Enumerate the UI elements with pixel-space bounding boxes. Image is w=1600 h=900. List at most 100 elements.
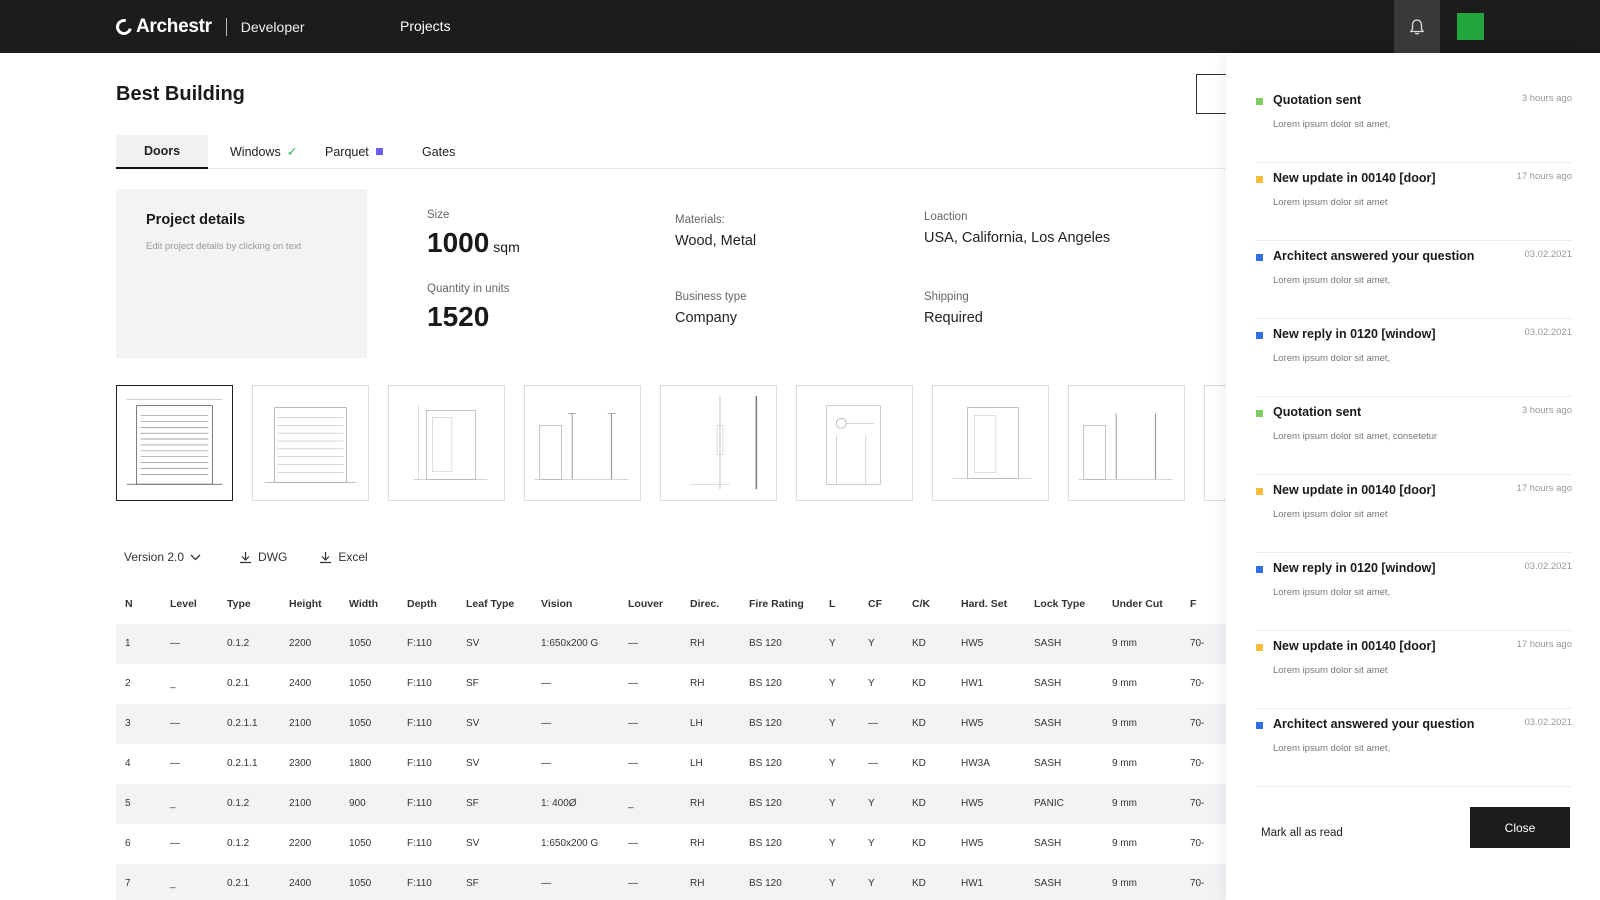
table-cell: 70-	[1190, 838, 1205, 849]
table-cell: Y	[829, 718, 836, 729]
brand-logo[interactable]: Archestr Developer	[113, 15, 305, 39]
table-cell: 0.1.2	[227, 638, 250, 649]
notification-time: 03.02.2021	[1524, 717, 1572, 728]
tab-windows[interactable]: Windows ✓	[230, 135, 298, 168]
drawing-thumbnail[interactable]	[116, 385, 233, 501]
drawing-thumbnail[interactable]	[796, 385, 913, 501]
quantity-field[interactable]: Quantity in units 1520	[427, 283, 509, 333]
status-dot-icon	[1256, 644, 1263, 651]
table-row[interactable]: 5 _ 0.1.2 2100 900 F:110 SF 1: 400Ø _ RH BS 120 Y Y K…	[116, 784, 1226, 824]
size-field[interactable]: Size 1000 sqm	[427, 209, 520, 259]
door-elevation-drawing-icon	[413, 405, 488, 480]
table-row[interactable]: 7 _ 0.2.1 2400 1050 F:110 SF — — RH BS 120 Y Y KD HW1 S…	[116, 864, 1226, 900]
notifications-button[interactable]	[1394, 0, 1440, 53]
close-button[interactable]: Close	[1470, 807, 1570, 848]
drawing-thumbnail[interactable]	[660, 385, 777, 501]
nav-projects-link[interactable]: Projects	[400, 18, 451, 34]
tab-doors[interactable]: Doors	[116, 135, 208, 169]
table-cell: HW1	[961, 878, 984, 889]
notification-item[interactable]: New update in 00140 [door] 17 hours ago Lo…	[1256, 473, 1572, 553]
avatar[interactable]	[1457, 13, 1484, 40]
download-excel-label: Excel	[338, 550, 368, 564]
notification-time: 3 hours ago	[1521, 93, 1572, 104]
column-header[interactable]: N	[125, 598, 133, 610]
table-cell: 2400	[289, 678, 312, 689]
table-cell: HW5	[961, 838, 984, 849]
tab-parquet[interactable]: Parquet	[325, 135, 383, 168]
category-tabs: Doors Windows ✓ Parquet Gates	[116, 135, 1226, 169]
download-dwg-button[interactable]: DWG	[239, 550, 287, 564]
notification-item[interactable]: Quotation sent 3 hours ago Lorem ipsum dol…	[1256, 395, 1572, 475]
table-cell: 2300	[289, 758, 312, 769]
table-cell: BS 120	[749, 878, 782, 889]
download-excel-button[interactable]: Excel	[319, 550, 368, 564]
top-bar: Archestr Developer Projects	[0, 0, 1600, 53]
table-cell: F:110	[407, 678, 432, 689]
mark-all-read-button[interactable]: Mark all as read	[1261, 827, 1343, 839]
table-cell: 0.1.2	[227, 838, 250, 849]
column-header[interactable]: Lock Type	[1034, 598, 1086, 610]
notification-item[interactable]: Architect answered your question 03.02.20…	[1256, 239, 1572, 319]
table-cell: 0.2.1.1	[227, 758, 258, 769]
column-header[interactable]: C/K	[912, 598, 931, 610]
table-cell: —	[170, 638, 180, 649]
business-type-field[interactable]: Business type Company	[675, 291, 747, 326]
table-cell: F:110	[407, 838, 432, 849]
column-header[interactable]: L	[829, 598, 836, 610]
table-cell: LH	[690, 758, 703, 769]
table-row[interactable]: 2 _ 0.2.1 2400 1050 F:110 SF — — RH BS 120 Y Y KD HW1 S…	[116, 664, 1226, 704]
notification-item[interactable]: New update in 00140 [door] 17 hours ago Lo…	[1256, 629, 1572, 709]
notification-item[interactable]: New reply in 0120 [window] 03.02.2021 Lore…	[1256, 551, 1572, 631]
column-header[interactable]: Leaf Type	[466, 598, 515, 610]
tab-label: Doors	[143, 144, 181, 158]
column-header[interactable]: Height	[289, 598, 322, 610]
drawing-thumbnail[interactable]	[1068, 385, 1185, 501]
table-row[interactable]: 3 — 0.2.1.1 2100 1050 F:110 SV — — LH BS 120 Y — KD HW…	[116, 704, 1226, 744]
header-action-button[interactable]	[1196, 74, 1236, 114]
notification-item[interactable]: Quotation sent 3 hours ago Lorem ipsum dol…	[1256, 83, 1572, 163]
table-cell: Y	[868, 678, 875, 689]
shipping-label: Shipping	[924, 291, 969, 303]
table-cell: —	[170, 838, 180, 849]
column-header[interactable]: CF	[868, 598, 882, 610]
table-cell: 5	[125, 798, 131, 809]
notification-title: New reply in 0120 [window]	[1273, 561, 1436, 575]
table-cell: SASH	[1034, 878, 1062, 889]
notification-item[interactable]: New reply in 0120 [window] 03.02.2021 Lore…	[1256, 317, 1572, 397]
column-header[interactable]: F	[1190, 598, 1197, 610]
drawing-thumbnail[interactable]	[1204, 385, 1226, 501]
project-details-title: Project details	[146, 212, 246, 228]
notification-item[interactable]: Architect answered your question 03.02.20…	[1256, 707, 1572, 787]
column-header[interactable]: Direc.	[690, 598, 720, 610]
column-header[interactable]: Hard. Set	[961, 598, 1008, 610]
table-row[interactable]: 1 — 0.1.2 2200 1050 F:110 SV 1:650x200 G — RH BS 1…	[116, 624, 1226, 664]
location-label: Loaction	[924, 211, 968, 223]
column-header[interactable]: Fire Rating	[749, 598, 804, 610]
table-cell: BS 120	[749, 638, 782, 649]
column-header[interactable]: Under Cut	[1112, 598, 1163, 610]
shipping-field[interactable]: Shipping Required	[924, 291, 983, 326]
table-row[interactable]: 4 — 0.2.1.1 2300 1800 F:110 SV — — LH BS 120 Y — KD HW…	[116, 744, 1226, 784]
tab-gates[interactable]: Gates	[422, 135, 455, 168]
drawing-thumbnail[interactable]	[524, 385, 641, 501]
column-header[interactable]: Level	[170, 598, 197, 610]
version-select[interactable]: Version 2.0	[124, 550, 207, 564]
column-header[interactable]: Depth	[407, 598, 437, 610]
column-header[interactable]: Vision	[541, 598, 573, 610]
table-cell: SV	[466, 638, 480, 649]
drawing-thumbnail[interactable]	[932, 385, 1049, 501]
materials-field[interactable]: Materials: Wood, Metal	[675, 214, 756, 249]
notification-item[interactable]: New update in 00140 [door] 17 hours ago Lo…	[1256, 161, 1572, 241]
status-dot-icon	[1256, 566, 1263, 573]
size-label: Size	[427, 209, 450, 221]
table-cell: KD	[912, 638, 926, 649]
table-cell: 9 mm	[1112, 838, 1137, 849]
column-header[interactable]: Width	[349, 598, 379, 610]
location-field[interactable]: Loaction USA, California, Los Angeles	[924, 211, 1110, 246]
column-header[interactable]: Type	[227, 598, 251, 610]
table-row[interactable]: 6 — 0.1.2 2200 1050 F:110 SV 1:650x200 G — RH BS 1…	[116, 824, 1226, 864]
drawing-thumbnail[interactable]	[252, 385, 369, 501]
column-header[interactable]: Louver	[628, 598, 664, 610]
drawing-thumbnail[interactable]	[388, 385, 505, 501]
notification-body: Lorem ipsum dolor sit amet	[1273, 197, 1388, 208]
